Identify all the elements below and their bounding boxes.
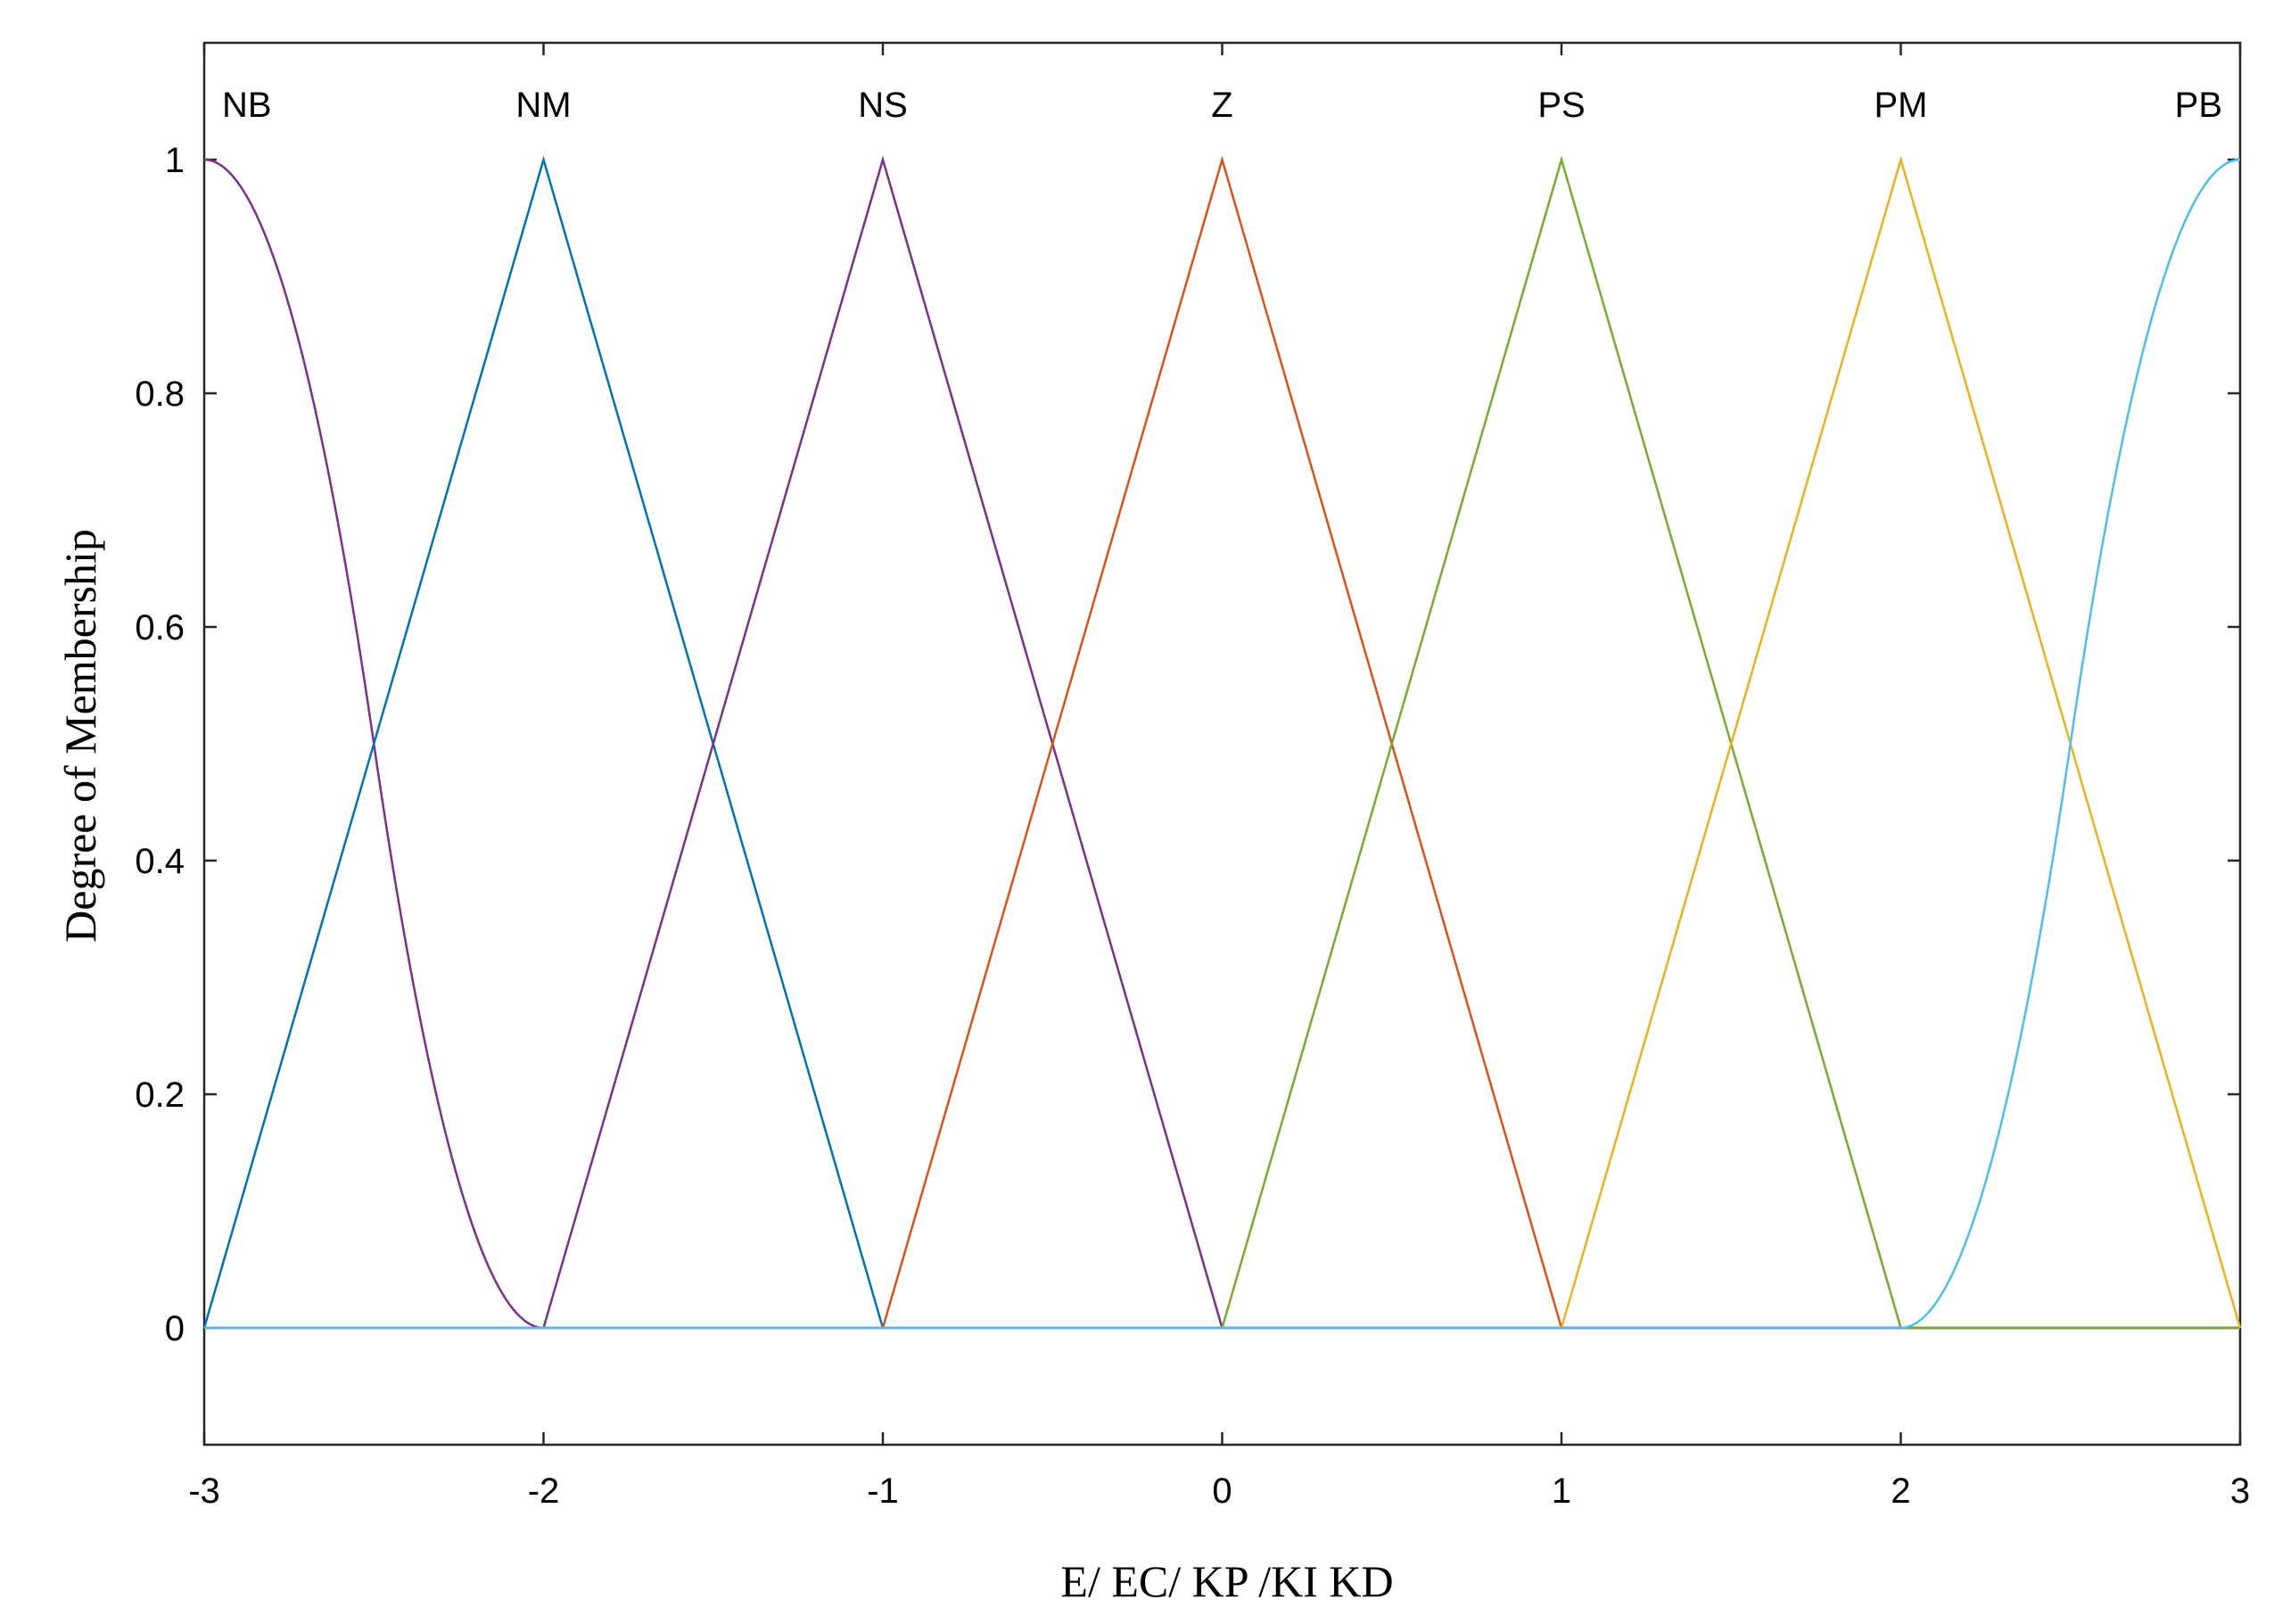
series-label-z: Z bbox=[1211, 86, 1232, 125]
x-tick-label: -3 bbox=[188, 1471, 220, 1511]
series-label-nm: NM bbox=[515, 86, 571, 125]
y-tick-labels: 0 0.2 0.4 0.6 0.8 1 bbox=[135, 141, 185, 1348]
x-tick-label: 3 bbox=[2230, 1471, 2250, 1511]
x-tick-label: 1 bbox=[1552, 1471, 1571, 1511]
x-tick-labels: -3 -2 -1 0 1 2 3 bbox=[188, 1471, 2250, 1511]
x-tick-label: 2 bbox=[1891, 1471, 1910, 1511]
x-tick-label: 0 bbox=[1212, 1471, 1232, 1511]
x-tick-label: -2 bbox=[528, 1471, 560, 1511]
series-labels: NB NM NS Z PS PM PB bbox=[222, 86, 2222, 125]
y-tick-label: 1 bbox=[165, 141, 185, 180]
series-label-ns: NS bbox=[858, 86, 908, 125]
x-axis-label: E/ EC/ KP /KI KD bbox=[1060, 1556, 1393, 1606]
y-tick-label: 0.2 bbox=[135, 1076, 185, 1115]
series-label-pb: PB bbox=[2175, 86, 2222, 125]
x-tick-label: -1 bbox=[867, 1471, 899, 1511]
series-curves bbox=[202, 155, 2242, 1330]
series-label-nb: NB bbox=[222, 86, 272, 125]
y-axis-label: Degree of Membership bbox=[55, 529, 105, 943]
y-tick-label: 0.4 bbox=[135, 842, 185, 881]
series-line-pb bbox=[204, 158, 2241, 1330]
y-tick-label: 0 bbox=[165, 1309, 185, 1348]
y-tick-label: 0.6 bbox=[135, 608, 185, 647]
plot-area bbox=[202, 41, 2242, 1447]
y-tick-label: 0.8 bbox=[135, 375, 185, 414]
series-label-ps: PS bbox=[1537, 86, 1585, 125]
series-label-pm: PM bbox=[1874, 86, 1928, 125]
